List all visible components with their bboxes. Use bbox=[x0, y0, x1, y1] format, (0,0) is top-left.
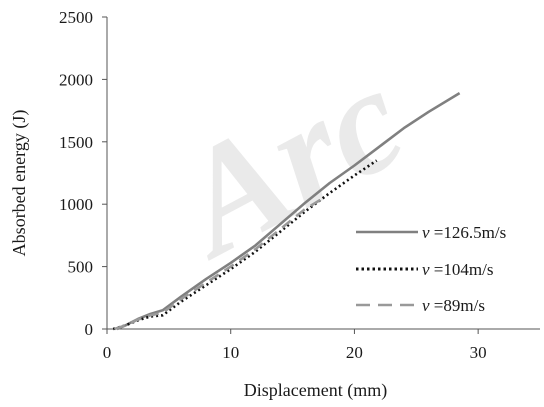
legend-value: =89m/s bbox=[430, 296, 485, 315]
series-line-1 bbox=[116, 91, 461, 331]
y-tick-label: 2000 bbox=[59, 70, 93, 89]
y-tick-label: 0 bbox=[85, 320, 94, 339]
y-tick-label: 2500 bbox=[59, 8, 93, 27]
legend-label-3: v =89m/s bbox=[422, 296, 485, 315]
y-ticks: 0 500 1000 1500 2000 2500 bbox=[59, 8, 107, 339]
y-axis-title: Absorbed energy (J) bbox=[9, 110, 30, 257]
legend-label-2: v =104m/s bbox=[422, 260, 493, 279]
legend-label-1: v =126.5m/s bbox=[422, 223, 506, 242]
watermark: Arc bbox=[146, 34, 430, 290]
legend-value: =126.5m/s bbox=[430, 223, 507, 242]
legend-variable: v bbox=[422, 260, 430, 279]
y-tick-label: 1000 bbox=[59, 195, 93, 214]
x-ticks: 0 10 20 30 bbox=[103, 329, 487, 362]
y-tick-label: 500 bbox=[68, 258, 94, 277]
legend-variable: v bbox=[422, 223, 430, 242]
legend-value: =104m/s bbox=[430, 260, 494, 279]
legend-variable: v bbox=[422, 296, 430, 315]
legend: v =126.5m/sv =104m/sv =89m/s bbox=[356, 223, 506, 315]
x-tick-label: 20 bbox=[346, 343, 363, 362]
x-axis-title: Displacement (mm) bbox=[244, 380, 387, 401]
axes bbox=[106, 17, 540, 330]
x-tick-label: 30 bbox=[470, 343, 487, 362]
series-group bbox=[112, 91, 461, 331]
x-tick-label: 0 bbox=[103, 343, 112, 362]
series-line-3 bbox=[113, 196, 325, 331]
x-tick-label: 10 bbox=[222, 343, 239, 362]
y-tick-label: 1500 bbox=[59, 133, 93, 152]
